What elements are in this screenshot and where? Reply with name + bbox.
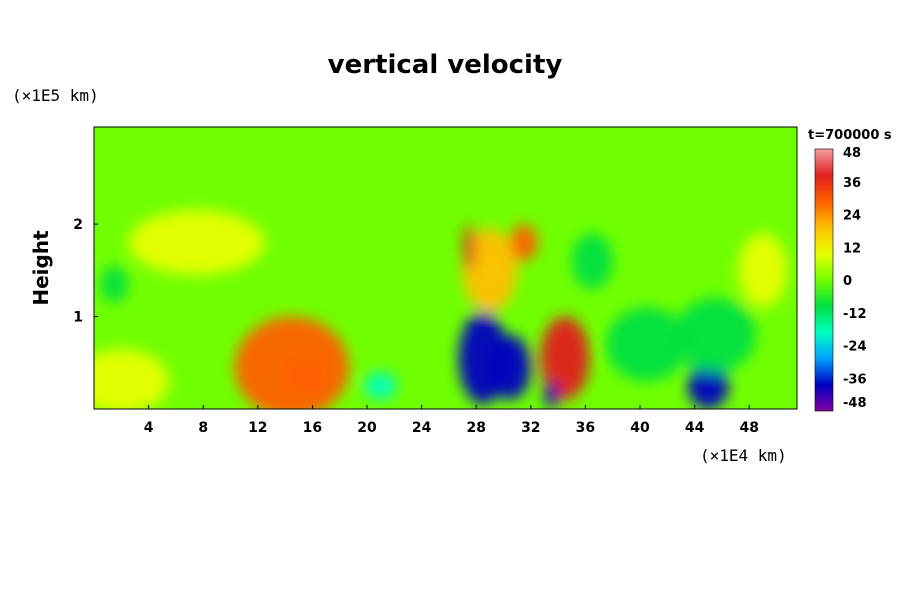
- colorbar-ticks: 48 36 24 12 0 -12 -24 -36 -48: [843, 146, 867, 411]
- heatmap-feature: [128, 210, 265, 275]
- colorbar-tick-label: -48: [843, 396, 867, 411]
- heatmap-feature: [605, 307, 688, 382]
- colorbar-tick-label: 12: [843, 241, 861, 256]
- y-axis: 12: [73, 217, 98, 326]
- x-tick-label: 32: [521, 420, 540, 436]
- x-tick-label: 44: [685, 420, 705, 436]
- colorbar-tick-label: -24: [843, 340, 867, 355]
- heatmap-feature: [674, 298, 757, 373]
- heatmap-feature: [687, 362, 729, 409]
- x-tick-label: 24: [412, 420, 432, 436]
- heatmap-feature: [94, 348, 170, 409]
- heatmap-feature: [571, 233, 613, 289]
- x-tick-label: 4: [144, 420, 154, 436]
- colorbar-tick-label: -12: [843, 307, 867, 322]
- heatmap-feature: [544, 381, 559, 409]
- colorbar-tick-label: 24: [843, 209, 861, 224]
- colorbar: [814, 148, 834, 412]
- heatmap-feature: [463, 224, 475, 271]
- colorbar-tick-label: -36: [843, 372, 867, 387]
- y-unit-label: (×1E5 km): [12, 86, 99, 105]
- plot-frame: [93, 126, 798, 410]
- time-label: t=700000 s: [808, 128, 892, 143]
- plot-area: [94, 127, 797, 409]
- heatmap-feature: [100, 265, 129, 303]
- y-tick-label: 1: [73, 310, 83, 326]
- x-axis: 4 8 12 16 20 24 28 32 36 40 44 48: [144, 405, 759, 436]
- chart-title: vertical velocity: [328, 50, 563, 80]
- heatmap-feature: [285, 358, 327, 396]
- x-tick-label: 8: [198, 420, 208, 436]
- x-tick-label: 12: [248, 420, 267, 436]
- x-tick-label: 48: [739, 420, 758, 436]
- heatmap-feature: [738, 233, 788, 308]
- heatmap-feature: [489, 335, 531, 400]
- x-unit-label: (×1E4 km): [700, 446, 787, 465]
- x-tick-label: 40: [630, 420, 650, 436]
- heatmap-feature: [364, 372, 398, 400]
- heatmap-feature: [510, 224, 538, 262]
- x-tick-label: 20: [357, 420, 377, 436]
- y-tick-label: 2: [73, 217, 83, 233]
- colorbar-tick-label: 36: [843, 176, 861, 191]
- heatmap-feature: [540, 316, 590, 400]
- colorbar-tick-label: 0: [843, 274, 852, 289]
- colorbar-tick-label: 48: [843, 146, 861, 161]
- x-tick-label: 16: [303, 420, 322, 436]
- y-axis-label: Height: [29, 230, 53, 306]
- x-tick-label: 36: [576, 420, 595, 436]
- heatmap-feature: [462, 228, 518, 312]
- x-tick-label: 28: [466, 420, 485, 436]
